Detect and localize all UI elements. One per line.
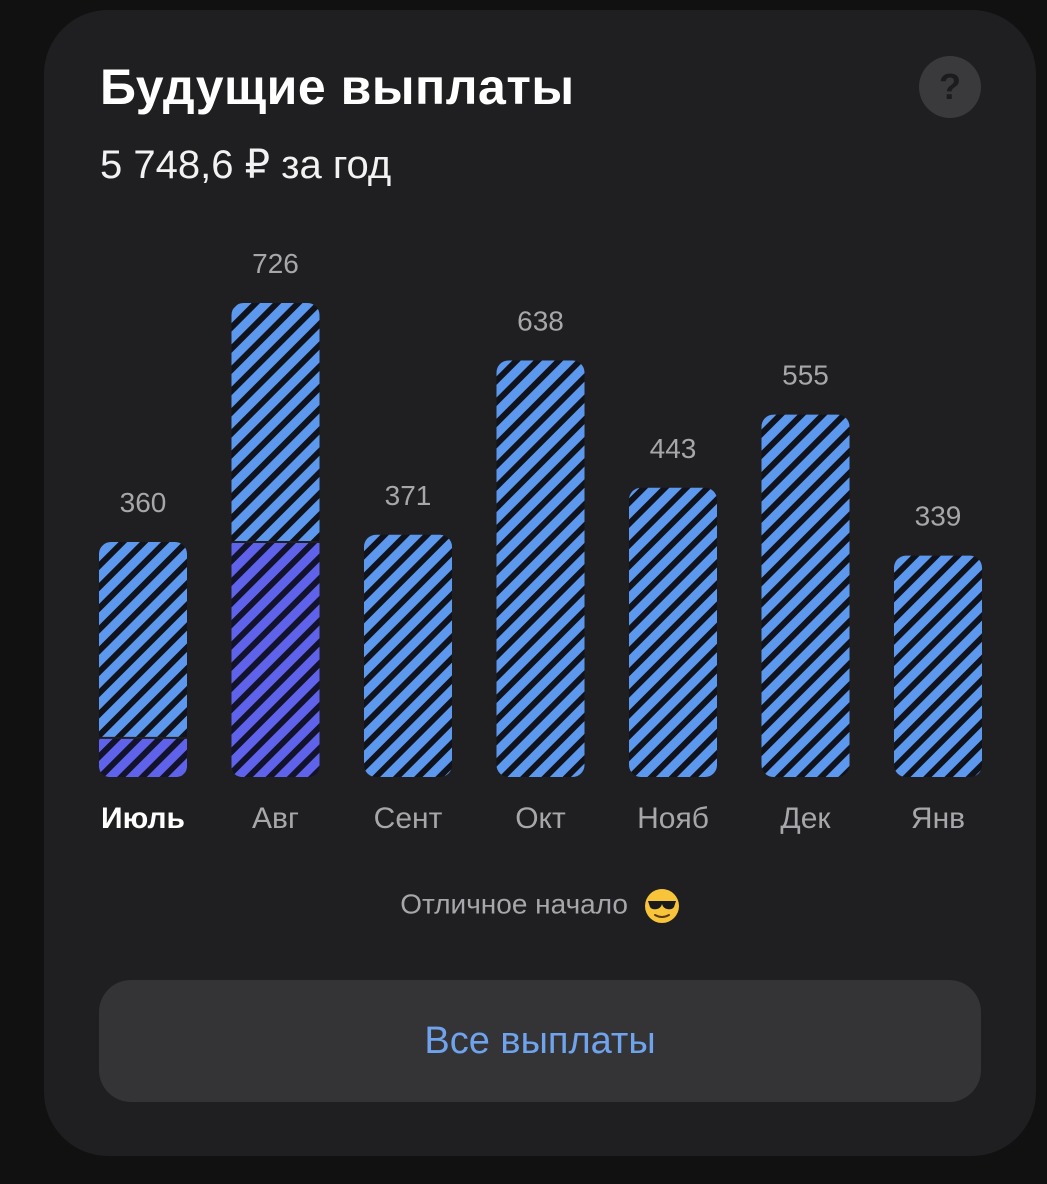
month-label-6[interactable]: Дек (780, 802, 831, 835)
bar-received-2 (231, 541, 320, 777)
bar-1[interactable] (99, 541, 187, 777)
bar-4[interactable] (496, 360, 585, 777)
month-label-1[interactable]: Июль (101, 802, 185, 835)
payouts-card: Будущие выплаты 5 748,6 ₽ за год ? 360 Ию… (44, 10, 1036, 1156)
sunglasses-emoji-icon (644, 889, 679, 923)
month-label-2[interactable]: Авг (252, 802, 299, 835)
value-label-5: 443 (650, 433, 697, 464)
bar-7[interactable] (894, 555, 982, 777)
payouts-chart: 360 Июль 726 Авг 371 Сент 638 Окт 443 Нояб 555 Дек 3… (99, 248, 982, 835)
bar-3[interactable] (364, 534, 452, 777)
month-label-7[interactable]: Янв (911, 802, 965, 835)
bar-6[interactable] (761, 414, 850, 777)
page-title: Будущие выплаты (100, 59, 575, 115)
help-button[interactable]: ? (919, 56, 981, 118)
status-note: Отличное начало (44, 888, 1036, 924)
value-label-1: 360 (120, 487, 167, 518)
status-note-text: Отличное начало (400, 888, 628, 920)
bar-received-1 (99, 737, 187, 777)
month-label-5[interactable]: Нояб (637, 802, 709, 835)
month-label-4[interactable]: Окт (515, 802, 566, 835)
bar-5[interactable] (629, 487, 717, 777)
yearly-total: 5 748,6 ₽ за год (100, 143, 392, 187)
value-label-7: 339 (915, 501, 962, 532)
value-label-3: 371 (385, 480, 432, 511)
value-label-4: 638 (517, 305, 564, 336)
value-label-6: 555 (782, 360, 829, 391)
question-icon: ? (939, 66, 961, 107)
month-label-3[interactable]: Сент (374, 802, 443, 835)
value-label-2: 726 (252, 248, 299, 279)
all-payouts-button[interactable]: Все выплаты (99, 980, 981, 1102)
